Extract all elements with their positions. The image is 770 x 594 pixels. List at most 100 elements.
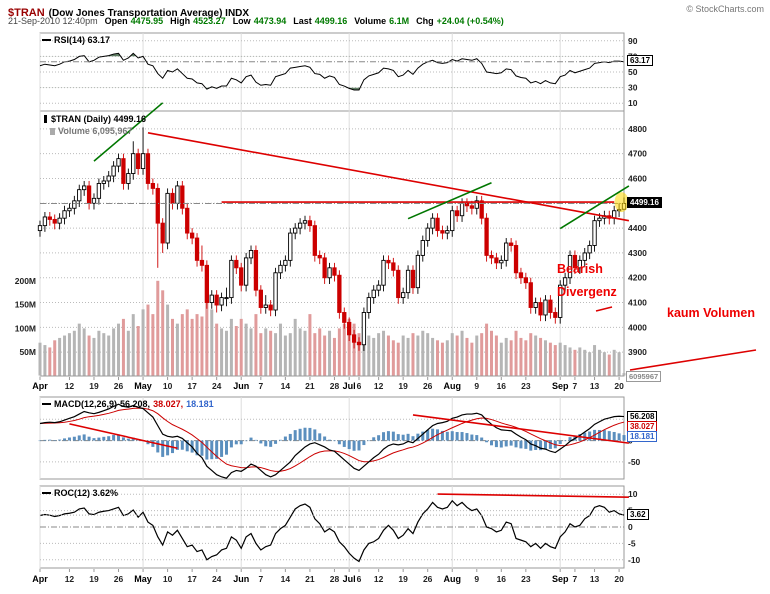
quote-value: 6.1M bbox=[389, 16, 410, 26]
trendlines bbox=[69, 102, 757, 498]
quote-line: 21-Sep-2010 12:40pm Open 4475.95 High 4523.2… bbox=[8, 16, 504, 26]
svg-text:May: May bbox=[134, 381, 152, 391]
rsi-legend-label: RSI(14) 63.17 bbox=[54, 35, 111, 45]
svg-text:21: 21 bbox=[305, 381, 315, 391]
volume-legend-label: Volume 6,095,967 bbox=[58, 126, 133, 136]
svg-text:4200: 4200 bbox=[628, 273, 647, 283]
macd-legend: MACD(12,26,9) 56.208, 38.027, 18.181 bbox=[42, 399, 214, 409]
svg-text:7: 7 bbox=[573, 381, 578, 391]
svg-text:May: May bbox=[134, 574, 152, 584]
macd-panel bbox=[38, 403, 626, 479]
svg-text:3900: 3900 bbox=[628, 347, 647, 357]
quote-value: 4523.27 bbox=[193, 16, 226, 26]
svg-text:4100: 4100 bbox=[628, 298, 647, 308]
svg-text:4400: 4400 bbox=[628, 223, 647, 233]
svg-text:17: 17 bbox=[187, 574, 197, 584]
roc-line bbox=[39, 499, 625, 563]
price-legend-label: $TRAN (Daily) 4499.16 bbox=[51, 114, 147, 124]
volume-legend: Volume 6,095,967 bbox=[50, 126, 132, 136]
roc-legend-label: ROC(12) 3.62% bbox=[54, 488, 119, 498]
line-icon bbox=[42, 492, 51, 494]
roc-legend: ROC(12) 3.62% bbox=[42, 488, 118, 498]
svg-text:26: 26 bbox=[423, 574, 433, 584]
copyright: © StockCharts.com bbox=[686, 4, 764, 14]
svg-text:6: 6 bbox=[357, 574, 362, 584]
quote-values: Open 4475.95 High 4523.27 Low 4473.94 Last 4499… bbox=[98, 16, 504, 26]
svg-text:30: 30 bbox=[628, 83, 638, 93]
svg-text:4300: 4300 bbox=[628, 248, 647, 258]
svg-text:10: 10 bbox=[163, 381, 173, 391]
low-volume-annotation: kaum Volumen bbox=[667, 306, 755, 320]
svg-text:16: 16 bbox=[497, 381, 507, 391]
svg-text:Apr: Apr bbox=[32, 574, 48, 584]
svg-text:Aug: Aug bbox=[443, 574, 461, 584]
svg-text:Jul: Jul bbox=[343, 381, 356, 391]
quote-label: Chg bbox=[416, 16, 434, 26]
svg-text:10: 10 bbox=[628, 98, 638, 108]
macd-value-3: 18.181 bbox=[186, 399, 214, 409]
svg-text:20: 20 bbox=[614, 381, 624, 391]
svg-text:-5: -5 bbox=[628, 538, 636, 548]
annotation-line-1: Bearish bbox=[557, 262, 603, 276]
svg-text:50M: 50M bbox=[19, 347, 36, 357]
macd-value-2: 38.027, bbox=[153, 399, 184, 409]
bearish-divergence-annotation: Bearish Divergenz bbox=[557, 258, 617, 304]
svg-text:9: 9 bbox=[474, 574, 479, 584]
svg-text:12: 12 bbox=[374, 574, 384, 584]
svg-text:14: 14 bbox=[281, 574, 291, 584]
svg-text:28: 28 bbox=[330, 574, 340, 584]
quote-value: +24.04 (+0.54%) bbox=[436, 16, 504, 26]
svg-text:10: 10 bbox=[163, 574, 173, 584]
svg-text:19: 19 bbox=[398, 381, 408, 391]
svg-text:Sep: Sep bbox=[552, 381, 569, 391]
candlestick-icon bbox=[44, 115, 47, 123]
chart-title: $TRAN (Dow Jones Transportation Average) … bbox=[8, 3, 249, 21]
svg-text:-10: -10 bbox=[628, 555, 641, 565]
svg-text:13: 13 bbox=[590, 574, 600, 584]
macd-value-1: 56.208, bbox=[120, 399, 151, 409]
quote-label: Open bbox=[104, 16, 128, 26]
svg-text:24: 24 bbox=[212, 381, 222, 391]
rsi-line bbox=[39, 52, 625, 91]
svg-text:Jun: Jun bbox=[233, 574, 249, 584]
svg-text:24: 24 bbox=[212, 574, 222, 584]
quote-value: 4499.16 bbox=[314, 16, 348, 26]
svg-text:14: 14 bbox=[281, 381, 291, 391]
svg-text:26: 26 bbox=[423, 381, 433, 391]
quote-label: Volume bbox=[354, 16, 387, 26]
svg-text:4800: 4800 bbox=[628, 124, 647, 134]
svg-text:21: 21 bbox=[305, 574, 315, 584]
svg-text:12: 12 bbox=[65, 574, 75, 584]
svg-text:4700: 4700 bbox=[628, 149, 647, 159]
quote-label: High bbox=[170, 16, 191, 26]
svg-text:26: 26 bbox=[114, 574, 124, 584]
roc-value-box: 3.62 bbox=[627, 509, 649, 520]
svg-text:13: 13 bbox=[590, 381, 600, 391]
svg-text:7: 7 bbox=[258, 574, 263, 584]
svg-text:150M: 150M bbox=[15, 300, 36, 310]
svg-text:26: 26 bbox=[114, 381, 124, 391]
ticker-symbol: $TRAN bbox=[8, 7, 45, 19]
svg-text:28: 28 bbox=[330, 381, 340, 391]
svg-text:12: 12 bbox=[374, 381, 384, 391]
svg-text:90: 90 bbox=[628, 36, 638, 46]
svg-text:20: 20 bbox=[614, 574, 624, 584]
svg-text:12: 12 bbox=[65, 381, 75, 391]
macd-hist-value-box: 18.181 bbox=[627, 431, 658, 442]
svg-text:19: 19 bbox=[398, 574, 408, 584]
svg-text:Apr: Apr bbox=[32, 381, 48, 391]
svg-text:19: 19 bbox=[89, 574, 99, 584]
svg-text:6: 6 bbox=[357, 381, 362, 391]
svg-text:10: 10 bbox=[628, 489, 638, 499]
line-icon bbox=[42, 403, 51, 405]
svg-text:23: 23 bbox=[521, 574, 531, 584]
volume-value-box: 6095967 bbox=[626, 371, 662, 382]
svg-text:9: 9 bbox=[474, 381, 479, 391]
annotation-line-2: Divergenz bbox=[557, 285, 617, 299]
svg-text:7: 7 bbox=[573, 574, 578, 584]
svg-text:23: 23 bbox=[521, 381, 531, 391]
svg-text:4000: 4000 bbox=[628, 322, 647, 332]
quote-value: 4473.94 bbox=[253, 16, 287, 26]
